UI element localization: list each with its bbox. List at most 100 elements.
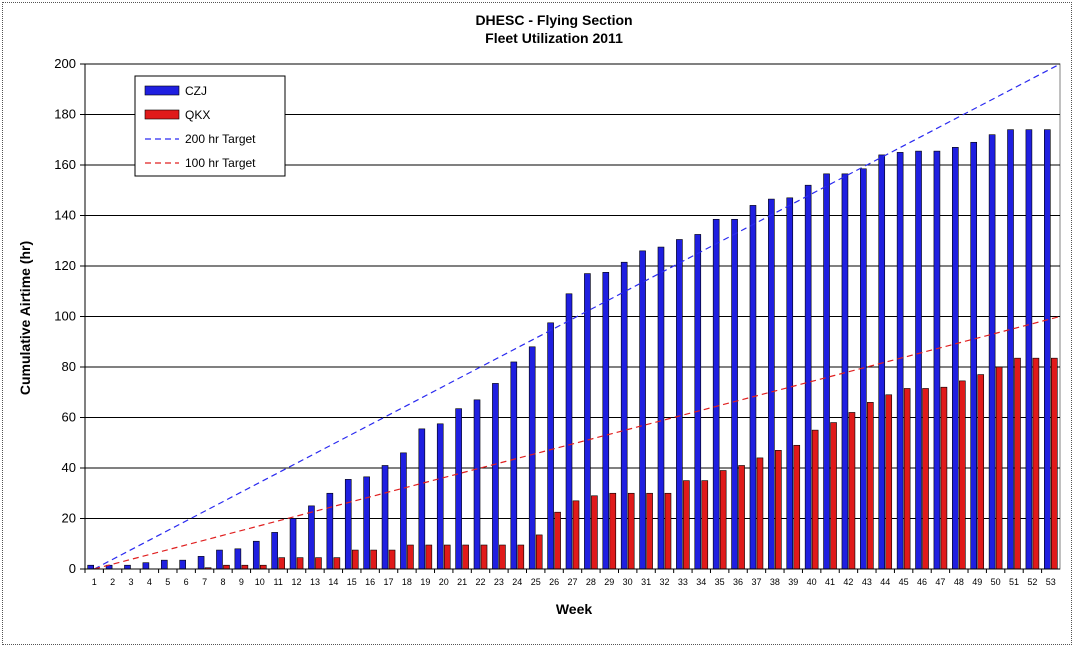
x-tick-label: 31 — [641, 577, 651, 587]
bar-czj-week-34 — [694, 234, 702, 570]
y-tick-label: 200 — [54, 56, 76, 71]
bar-czj-week-9 — [234, 548, 242, 570]
y-tick-label: 160 — [54, 157, 76, 172]
bar-czj-week-24 — [510, 361, 518, 570]
bar-qkx-week-35 — [719, 470, 727, 570]
bar-qkx-week-18 — [407, 544, 414, 570]
x-tick-label: 1 — [92, 577, 97, 587]
y-tick-label: 120 — [54, 258, 76, 273]
y-tick-label: 40 — [62, 460, 76, 475]
x-tick-label: 29 — [604, 577, 614, 587]
bar-czj-week-40 — [804, 184, 812, 570]
bar-qkx-week-25 — [535, 534, 543, 570]
y-tick-label: 180 — [54, 107, 76, 122]
bar-qkx-week-8 — [223, 564, 230, 570]
x-tick-label: 25 — [531, 577, 541, 587]
legend-label: 200 hr Target — [185, 132, 256, 146]
bar-qkx-week-16 — [370, 549, 377, 570]
legend-label: 100 hr Target — [185, 156, 256, 170]
bar-czj-week-5 — [160, 559, 168, 570]
x-tick-label: 48 — [954, 577, 964, 587]
x-tick-label: 51 — [1009, 577, 1019, 587]
bar-czj-week-20 — [436, 423, 444, 570]
x-tick-label: 50 — [991, 577, 1001, 587]
bar-qkx-week-51 — [1014, 357, 1021, 570]
bar-qkx-week-37 — [756, 457, 764, 570]
legend-swatch-czj — [144, 85, 180, 96]
bar-czj-week-12 — [289, 518, 297, 570]
bar-qkx-week-36 — [738, 465, 745, 570]
bar-czj-week-50 — [988, 134, 996, 570]
bar-czj-week-42 — [841, 173, 849, 570]
y-tick-label: 100 — [54, 309, 76, 324]
x-tick-label: 35 — [715, 577, 725, 587]
bars — [87, 129, 1058, 570]
bar-czj-week-28 — [584, 273, 591, 570]
bar-czj-week-36 — [731, 218, 738, 570]
bar-czj-week-18 — [400, 452, 407, 570]
bar-czj-week-8 — [216, 549, 223, 570]
x-tick-label: 53 — [1046, 577, 1056, 587]
bar-czj-week-4 — [142, 562, 150, 570]
legend-label: QKX — [185, 108, 210, 122]
x-tick-label: 43 — [862, 577, 872, 587]
bar-qkx-week-9 — [241, 564, 249, 570]
bar-czj-week-17 — [381, 465, 389, 570]
x-tick-label: 42 — [843, 577, 853, 587]
bar-qkx-week-52 — [1032, 357, 1040, 570]
bar-qkx-week-26 — [554, 511, 561, 570]
line-100-hr-target — [94, 315, 1061, 570]
bar-czj-week-15 — [344, 479, 352, 570]
bar-qkx-week-23 — [499, 544, 506, 570]
bar-qkx-week-32 — [664, 492, 672, 570]
bar-czj-week-3 — [124, 564, 131, 570]
bar-qkx-week-24 — [517, 544, 525, 570]
x-tick-label: 45 — [899, 577, 909, 587]
x-tick-label: 7 — [202, 577, 207, 587]
target-lines — [93, 63, 1061, 570]
line-200-hr-target — [93, 63, 1061, 570]
x-tick-label: 15 — [347, 577, 357, 587]
bar-czj-week-26 — [547, 322, 554, 570]
bar-czj-week-27 — [565, 293, 573, 570]
bar-czj-week-48 — [952, 147, 959, 570]
bar-czj-week-22 — [473, 399, 481, 570]
bar-czj-week-30 — [620, 261, 628, 570]
x-tick-label: 6 — [184, 577, 189, 587]
x-tick-label: 3 — [128, 577, 133, 587]
bar-czj-week-33 — [676, 239, 683, 570]
x-tick-label: 28 — [586, 577, 596, 587]
x-tick-label: 47 — [935, 577, 945, 587]
bar-czj-week-53 — [1044, 129, 1051, 570]
x-tick-label: 46 — [917, 577, 927, 587]
bar-czj-week-32 — [657, 246, 665, 570]
bar-czj-week-46 — [915, 150, 922, 570]
bar-qkx-week-53 — [1051, 357, 1058, 570]
x-tick-label: 26 — [549, 577, 559, 587]
x-tick-label: 9 — [239, 577, 244, 587]
x-tick-label: 18 — [402, 577, 412, 587]
y-tick-label: 0 — [69, 561, 76, 576]
x-tick-label: 36 — [733, 577, 743, 587]
y-tick-label: 20 — [62, 511, 76, 526]
bar-qkx-week-30 — [627, 492, 635, 570]
x-tick-label: 17 — [384, 577, 394, 587]
x-tick-label: 16 — [365, 577, 375, 587]
x-axis-title: Week — [556, 601, 593, 617]
legend-swatch-qkx — [144, 109, 180, 120]
y-tick-label: 80 — [62, 359, 76, 374]
bar-qkx-week-44 — [885, 394, 893, 570]
bar-qkx-week-49 — [977, 374, 985, 570]
y-tick-label: 60 — [62, 410, 76, 425]
bar-czj-week-10 — [252, 540, 260, 570]
x-tick-label: 32 — [659, 577, 669, 587]
bar-qkx-week-39 — [793, 444, 801, 570]
x-tick-label: 34 — [696, 577, 706, 587]
bar-czj-week-44 — [878, 154, 886, 570]
bar-czj-week-38 — [768, 198, 775, 570]
bar-qkx-week-50 — [995, 366, 1003, 570]
legend-label: CZJ — [185, 84, 207, 98]
bar-czj-week-21 — [455, 408, 462, 570]
bar-czj-week-23 — [492, 383, 499, 570]
bar-czj-week-45 — [896, 152, 904, 570]
